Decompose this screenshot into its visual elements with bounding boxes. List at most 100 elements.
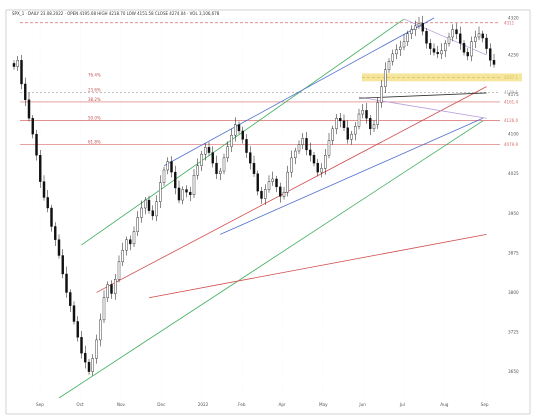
candle-body: [470, 41, 473, 57]
gridlines: [39, 18, 485, 398]
candle-body: [387, 61, 391, 70]
candle-body: [286, 171, 289, 193]
candle-body: [46, 197, 49, 209]
fib-label: 23.6%: [88, 87, 101, 92]
candle-body: [159, 182, 162, 202]
candle-body: [230, 134, 233, 147]
candle-body: [447, 36, 451, 44]
y-tick-label: 3725: [508, 330, 519, 335]
candle-body: [76, 321, 79, 338]
candle-body: [27, 99, 31, 119]
candle-body: [335, 118, 338, 130]
y-tick-label: 3650: [508, 369, 519, 374]
wedge-top: [403, 18, 487, 56]
candle-body: [125, 239, 128, 251]
price-level-label: 4207.1: [504, 75, 518, 80]
candle-body: [414, 25, 417, 30]
y-tick-label: 4250: [508, 52, 519, 57]
candle-body: [365, 110, 368, 119]
candle-body: [132, 231, 136, 245]
candle-body: [406, 33, 409, 42]
candle-body: [279, 186, 282, 197]
candle-body: [61, 255, 64, 275]
candle-body: [267, 181, 271, 190]
lower-channel-green: [58, 120, 483, 399]
candle-body: [429, 43, 432, 49]
candle-body: [342, 120, 346, 128]
candle-body: [402, 41, 406, 48]
candle-body: [185, 189, 188, 193]
fib-label: 50.0%: [88, 115, 101, 120]
candle-body: [275, 178, 278, 188]
x-tick-label: Jul: [399, 402, 405, 407]
candlesticks: [12, 15, 496, 376]
candle-body: [106, 284, 109, 298]
candle-body: [136, 217, 139, 232]
candle-body: [440, 50, 443, 55]
candle-body: [147, 199, 151, 211]
candle-body: [354, 125, 357, 135]
chart-header: SPX_1 · DAILY 23.08.2022 · OPEN 4195.08 …: [12, 11, 220, 16]
candle-body: [80, 337, 83, 354]
price-level-label: 4126.0: [504, 118, 518, 123]
x-tick-label: Dec: [157, 402, 166, 407]
candle-body: [350, 133, 353, 140]
candle-body: [436, 52, 439, 55]
candle-body: [177, 187, 181, 201]
candle-body: [380, 86, 383, 103]
candle-body: [301, 138, 304, 145]
y-tick-label: 4175: [508, 92, 519, 97]
candle-body: [12, 63, 16, 67]
candle-body: [290, 157, 293, 173]
candle-body: [99, 319, 102, 341]
candle-body: [170, 161, 173, 173]
y-tick-label: 4100: [508, 132, 519, 137]
candle-body: [20, 60, 23, 85]
candle-body: [155, 201, 158, 217]
candle-body: [282, 191, 286, 197]
candle-body: [42, 181, 46, 198]
candle-body: [151, 210, 154, 217]
candle-body: [294, 150, 297, 159]
fib-label: 76.4%: [88, 73, 101, 78]
candle-body: [95, 339, 98, 359]
candle-body: [57, 239, 61, 256]
candle-body: [489, 48, 492, 61]
candle-body: [455, 29, 458, 35]
candle-body: [102, 297, 106, 321]
candle-body: [264, 189, 267, 199]
candle-body: [245, 139, 248, 153]
candle-body: [417, 23, 421, 27]
candle-body: [110, 284, 113, 294]
candle-body: [140, 207, 143, 218]
wedge-bottom: [358, 96, 487, 119]
candle-body: [477, 33, 481, 38]
candle-body: [174, 171, 177, 189]
candle-body: [320, 168, 323, 173]
candle-body: [309, 149, 312, 156]
candle-body: [260, 190, 263, 199]
candle-body: [324, 155, 327, 169]
candle-body: [297, 144, 301, 152]
candle-body: [121, 250, 124, 263]
fib-label: 38.2%: [88, 97, 101, 102]
candle-body: [339, 118, 342, 122]
candle-body: [369, 118, 372, 130]
candle-body: [249, 152, 252, 164]
candle-body: [24, 83, 27, 101]
candle-body: [241, 130, 244, 140]
x-tick-label: Jun: [358, 402, 366, 407]
candle-body: [69, 292, 72, 306]
candle-body: [117, 261, 121, 280]
candle-body: [166, 161, 169, 171]
candle-body: [50, 207, 53, 227]
candle-body: [237, 124, 241, 132]
candle-body: [361, 110, 364, 115]
upper-channel-blue: [163, 17, 435, 167]
candle-body: [425, 30, 428, 44]
candle-body: [474, 36, 477, 42]
candle-body: [316, 162, 319, 173]
candle-body: [91, 358, 94, 372]
